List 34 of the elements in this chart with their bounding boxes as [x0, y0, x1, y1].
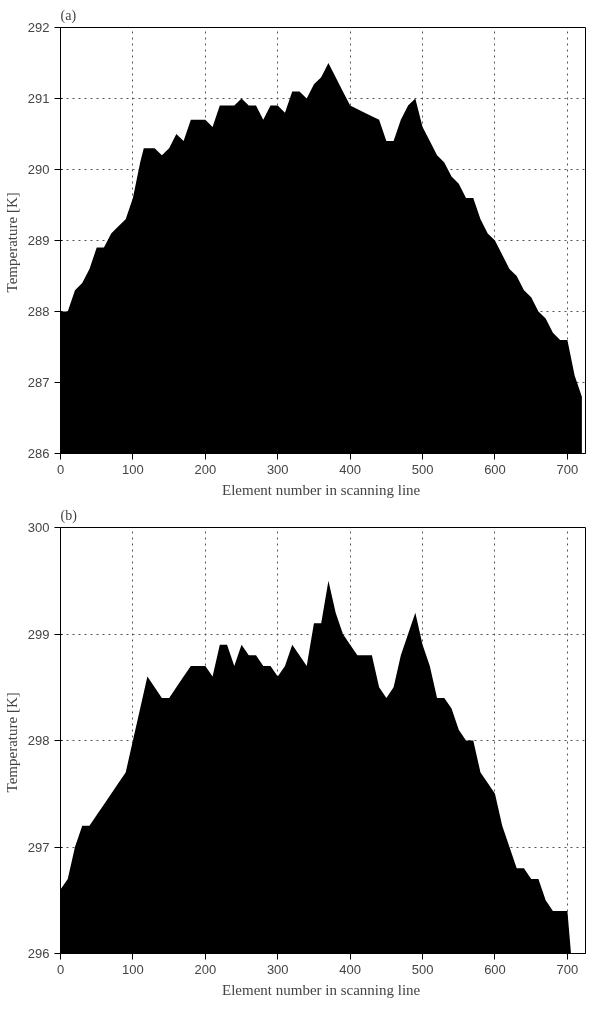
y-tick-label: 298: [27, 733, 50, 748]
x-tick-label: 300: [266, 961, 289, 977]
x-tick-label: 600: [484, 961, 506, 977]
x-tick-label: 400: [339, 961, 362, 977]
y-tick-label: 291: [27, 91, 50, 106]
x-tick-label: 700: [556, 961, 579, 977]
x-axis-title: Element number in scanning line: [221, 481, 421, 498]
y-tick-label: 296: [27, 946, 50, 961]
y-tick-label: 287: [27, 375, 50, 390]
y-tick-label: 297: [27, 839, 50, 855]
y-tick-label: 288: [27, 304, 50, 319]
x-tick-label: 200: [194, 461, 217, 477]
x-tick-label: 0: [56, 961, 65, 977]
x-tick-label: 300: [266, 461, 289, 477]
chart-title: (a): [60, 7, 77, 24]
x-axis-title: Element number in scanning line: [221, 981, 421, 998]
y-tick-label: 290: [27, 162, 50, 177]
x-tick-label: 100: [122, 961, 144, 977]
x-tick-label: 700: [556, 461, 579, 477]
x-tick-label: 500: [411, 961, 434, 977]
y-tick-label: 292: [27, 20, 50, 35]
y-axis-title: Temperature [K]: [3, 692, 20, 793]
y-tick-label: 300: [27, 520, 50, 535]
y-tick-label: 286: [27, 446, 50, 461]
y-axis-title: Temperature [K]: [3, 192, 20, 293]
x-tick-label: 0: [56, 461, 65, 477]
chart-title: (b): [60, 507, 78, 524]
x-tick-label: 400: [339, 461, 362, 477]
x-tick-label: 500: [411, 461, 434, 477]
x-tick-label: 600: [484, 461, 506, 477]
y-tick-label: 299: [27, 626, 50, 642]
x-tick-label: 100: [122, 461, 144, 477]
x-tick-label: 200: [194, 961, 217, 977]
y-tick-label: 289: [27, 233, 50, 248]
